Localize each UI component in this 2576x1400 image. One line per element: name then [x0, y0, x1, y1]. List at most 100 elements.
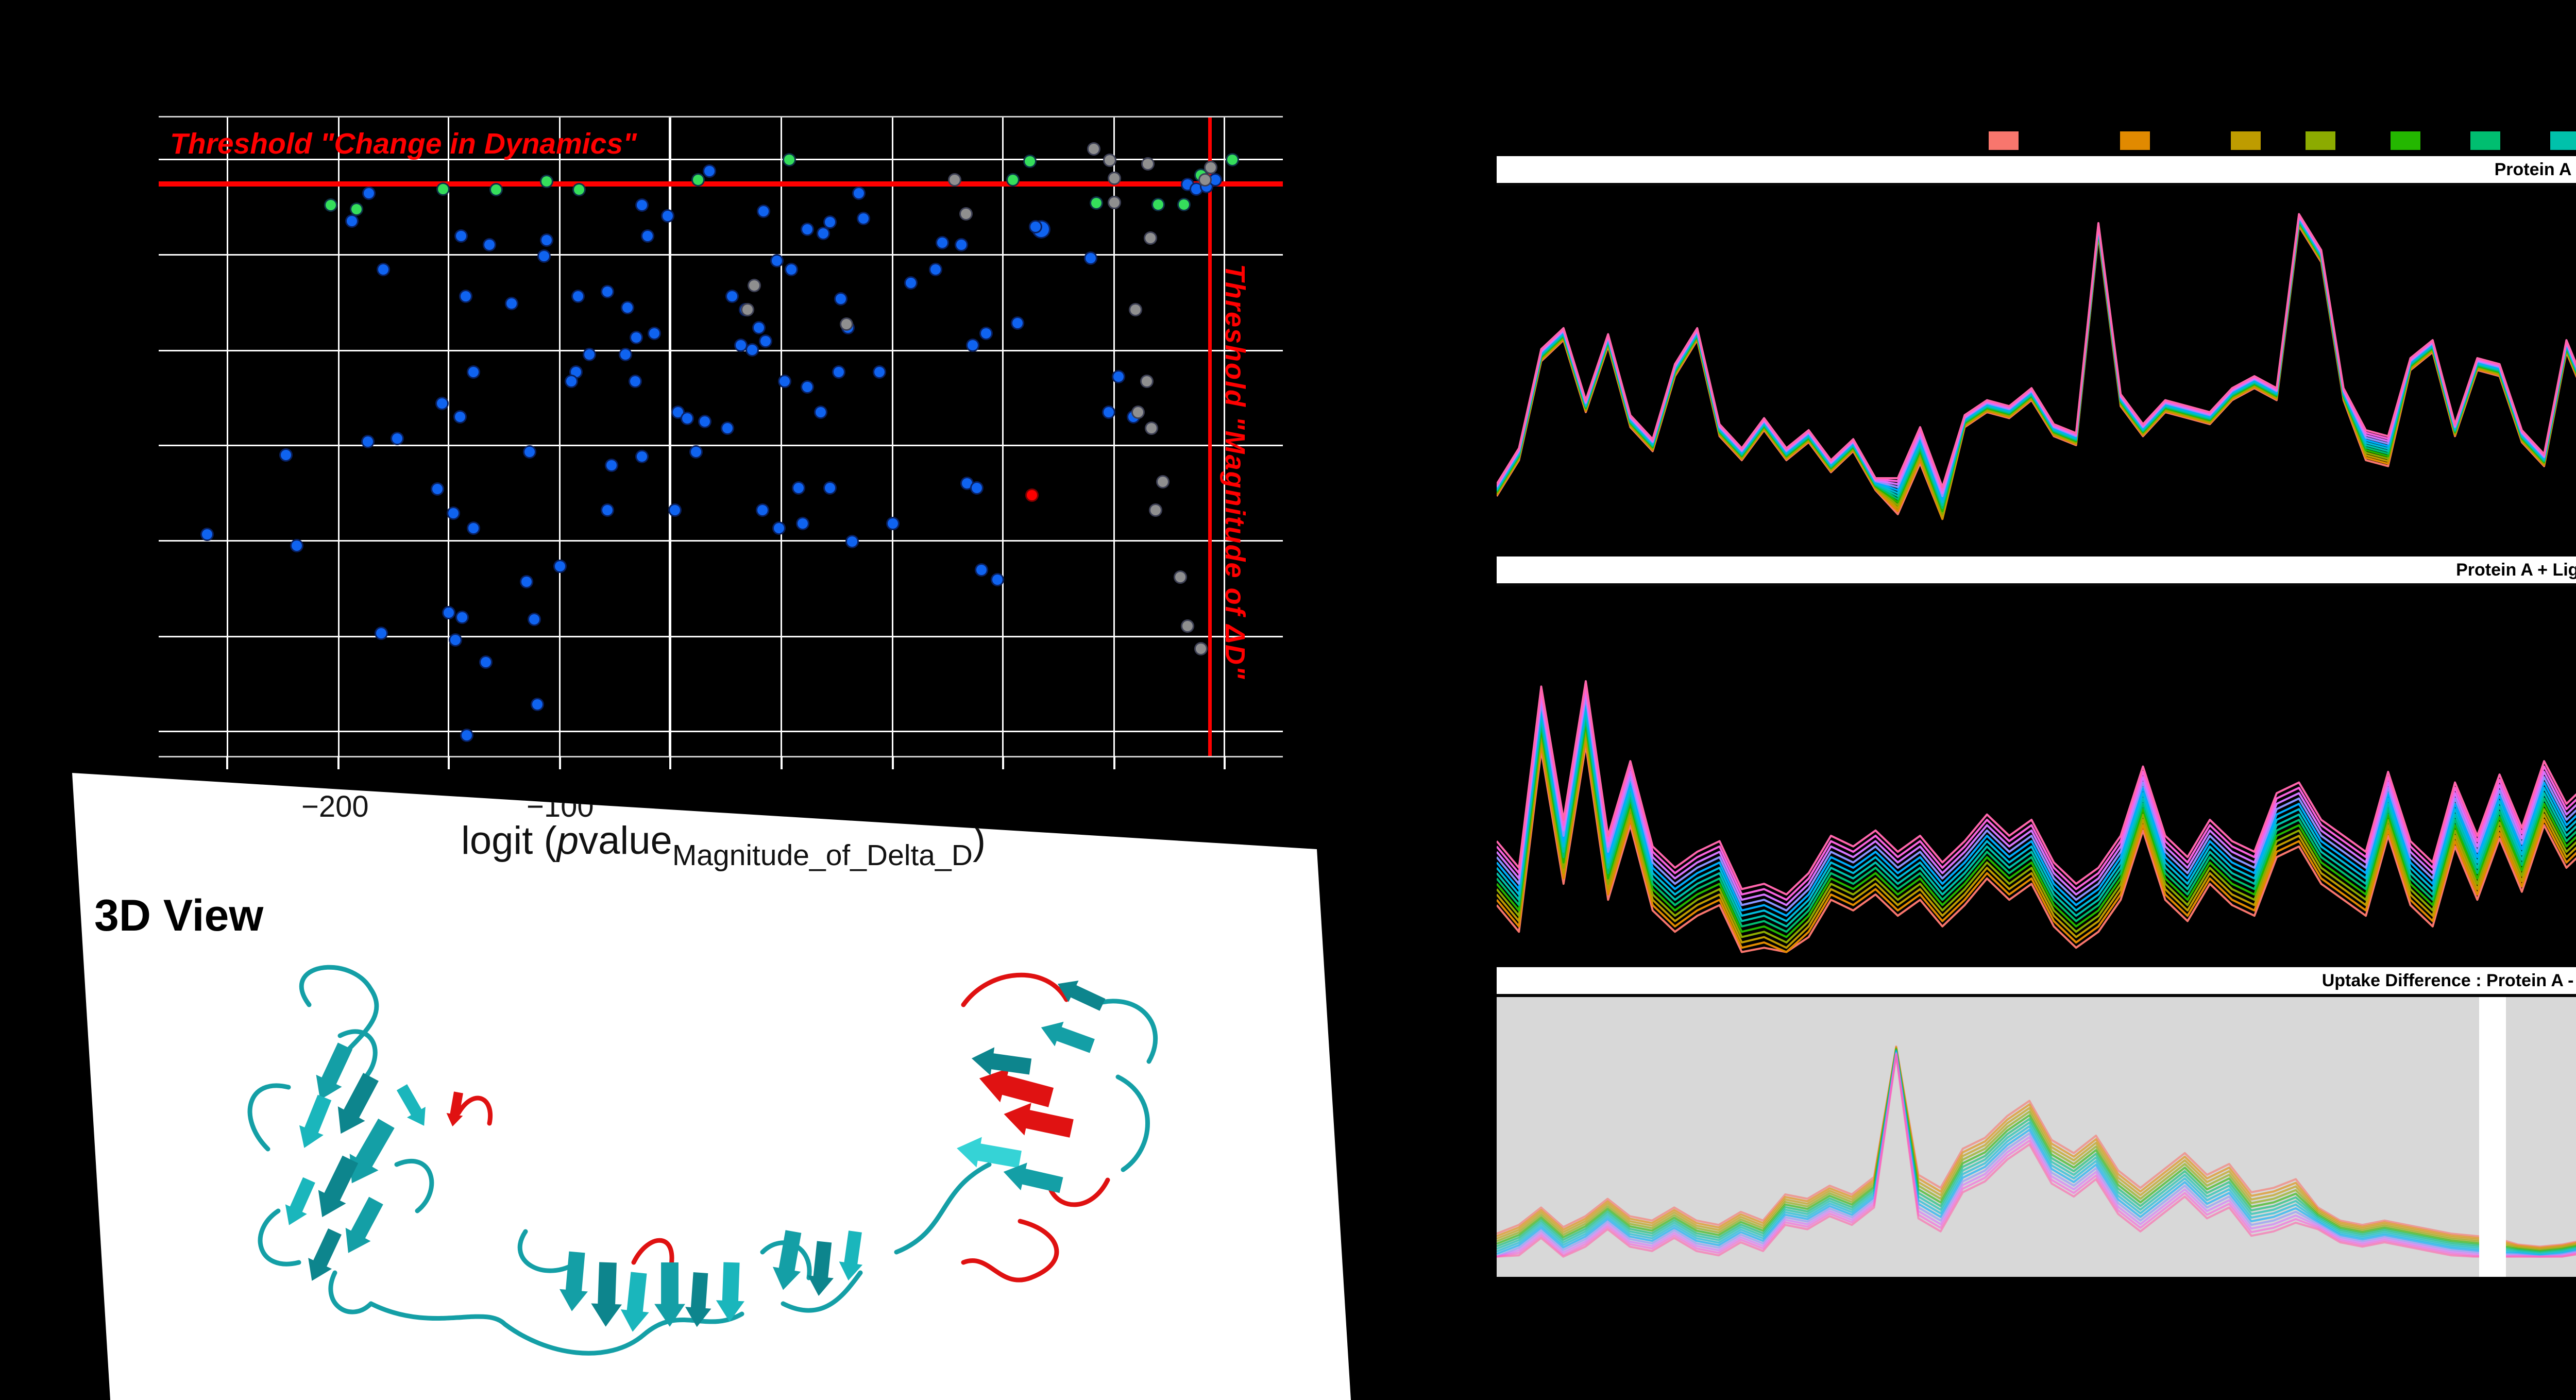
chart2-title: Protein A + Ligand	[2456, 560, 2576, 580]
volcano-axis-tick	[447, 756, 450, 769]
uptake-difference-chart[interactable]	[1497, 997, 2576, 1277]
volcano-axis-tick	[669, 756, 671, 769]
volcano-point-blue	[970, 481, 984, 495]
volcano-point-blue	[756, 205, 770, 218]
volcano-gridline-v	[1002, 117, 1004, 756]
series-line-9	[1497, 701, 2576, 917]
volcano-point-blue	[648, 326, 662, 340]
legend-swatch-2[interactable]	[2120, 131, 2150, 150]
protein-ribbon[interactable]	[216, 943, 1195, 1396]
volcano-x-axis-label: logit (pvalueMagnitude_of_Delta_D)	[461, 818, 986, 872]
volcano-point-blue	[466, 365, 480, 379]
volcano-point-blue	[582, 347, 596, 361]
volcano-point-blue	[431, 482, 445, 496]
volcano-point-blue	[845, 534, 859, 548]
volcano-point-blue	[482, 238, 496, 251]
volcano-point-blue	[816, 227, 830, 241]
volcano-point-blue	[801, 380, 814, 394]
volcano-point-green	[1177, 197, 1191, 211]
legend-swatch-7[interactable]	[2550, 131, 2576, 150]
uptake-chart-protein-a[interactable]	[1497, 186, 2576, 556]
volcano-point-gray	[1107, 171, 1121, 185]
volcano-plot[interactable]	[159, 116, 1283, 757]
volcano-point-blue	[600, 285, 614, 299]
volcano-point-blue	[466, 521, 480, 535]
volcano-point-blue	[928, 262, 942, 276]
line-chart-surface	[1497, 1045, 2576, 1258]
volcano-point-green	[572, 183, 586, 196]
volcano-point-blue	[571, 289, 585, 303]
volcano-point-blue	[852, 187, 866, 200]
volcano-point-gray	[1087, 142, 1101, 156]
volcano-point-blue	[904, 276, 918, 290]
volcano-point-green	[489, 183, 503, 196]
series-line-2	[1497, 1046, 2576, 1249]
volcano-point-gray	[947, 173, 961, 187]
series-line-1	[1497, 225, 2576, 520]
volcano-point-blue	[857, 211, 871, 225]
volcano-point-gray	[1156, 475, 1170, 489]
volcano-point-gray	[1131, 406, 1145, 419]
volcano-point-green	[783, 153, 796, 166]
series-line-2	[1497, 738, 2576, 953]
volcano-point-blue	[680, 411, 694, 425]
volcano-point-blue	[872, 365, 886, 379]
x-axis-label-prefix: logit (	[461, 819, 557, 863]
volcano-point-blue	[778, 374, 792, 388]
volcano-point-blue	[564, 374, 578, 388]
volcano-point-blue	[759, 334, 773, 348]
volcano-point-blue	[453, 410, 467, 424]
volcano-point-blue	[979, 326, 993, 340]
volcano-point-blue	[796, 517, 810, 530]
sequence-gap-band	[2479, 997, 2506, 1277]
volcano-axis-tick	[1223, 756, 1226, 769]
volcano-point-gray	[1143, 231, 1157, 245]
volcano-point-gray	[1144, 421, 1158, 435]
volcano-point-blue	[553, 560, 567, 574]
volcano-point-blue	[935, 235, 949, 249]
volcano-axis-tick	[226, 756, 229, 769]
legend-swatch-3[interactable]	[2231, 131, 2261, 150]
volcano-point-blue	[479, 655, 493, 669]
legend-swatch-1[interactable]	[1989, 131, 2019, 150]
legend-swatch-6[interactable]	[2470, 131, 2500, 150]
volcano-point-blue	[505, 296, 519, 310]
x-axis-label-p: p	[556, 819, 579, 863]
volcano-point-gray	[1180, 619, 1194, 633]
uptake-chart-protein-a-ligand[interactable]	[1497, 586, 2576, 967]
volcano-point-blue	[975, 563, 989, 577]
volcano-point-blue	[455, 611, 469, 625]
volcano-point-gray	[1103, 154, 1116, 167]
volcano-point-blue	[823, 481, 837, 495]
series-line-8	[1497, 1050, 2576, 1256]
series-line-4	[1497, 222, 2576, 515]
volcano-point-blue	[801, 222, 814, 236]
volcano-point-blue	[668, 503, 682, 517]
x-tick-minus200: −200	[301, 790, 369, 823]
volcano-point-blue	[531, 697, 545, 711]
series-line-4	[1497, 728, 2576, 943]
series-line-1	[1497, 1045, 2576, 1248]
volcano-point-blue	[770, 254, 784, 267]
volcano-point-blue	[537, 249, 551, 263]
volcano-point-blue	[1028, 220, 1042, 233]
volcano-point-blue	[375, 627, 388, 640]
volcano-point-gray	[1107, 195, 1121, 209]
legend-swatch-4[interactable]	[2306, 131, 2335, 150]
series-line-2	[1497, 224, 2576, 520]
series-line-5	[1497, 1048, 2576, 1252]
series-line-9	[1497, 1051, 2576, 1257]
volcano-point-green	[1006, 173, 1020, 187]
series-line-4	[1497, 1048, 2576, 1251]
series-line-6	[1497, 717, 2576, 933]
volcano-gridline-v	[337, 117, 340, 756]
volcano-point-blue	[200, 528, 214, 542]
volcano-point-blue	[755, 503, 769, 517]
legend-swatch-5[interactable]	[2391, 131, 2420, 150]
chart3-title: Uptake Difference : Protein A - (Protein…	[2321, 970, 2576, 990]
volcano-axis-tick	[1002, 756, 1004, 769]
volcano-point-blue	[703, 164, 717, 178]
series-line-5	[1497, 722, 2576, 938]
volcano-point-gray	[1141, 157, 1155, 171]
